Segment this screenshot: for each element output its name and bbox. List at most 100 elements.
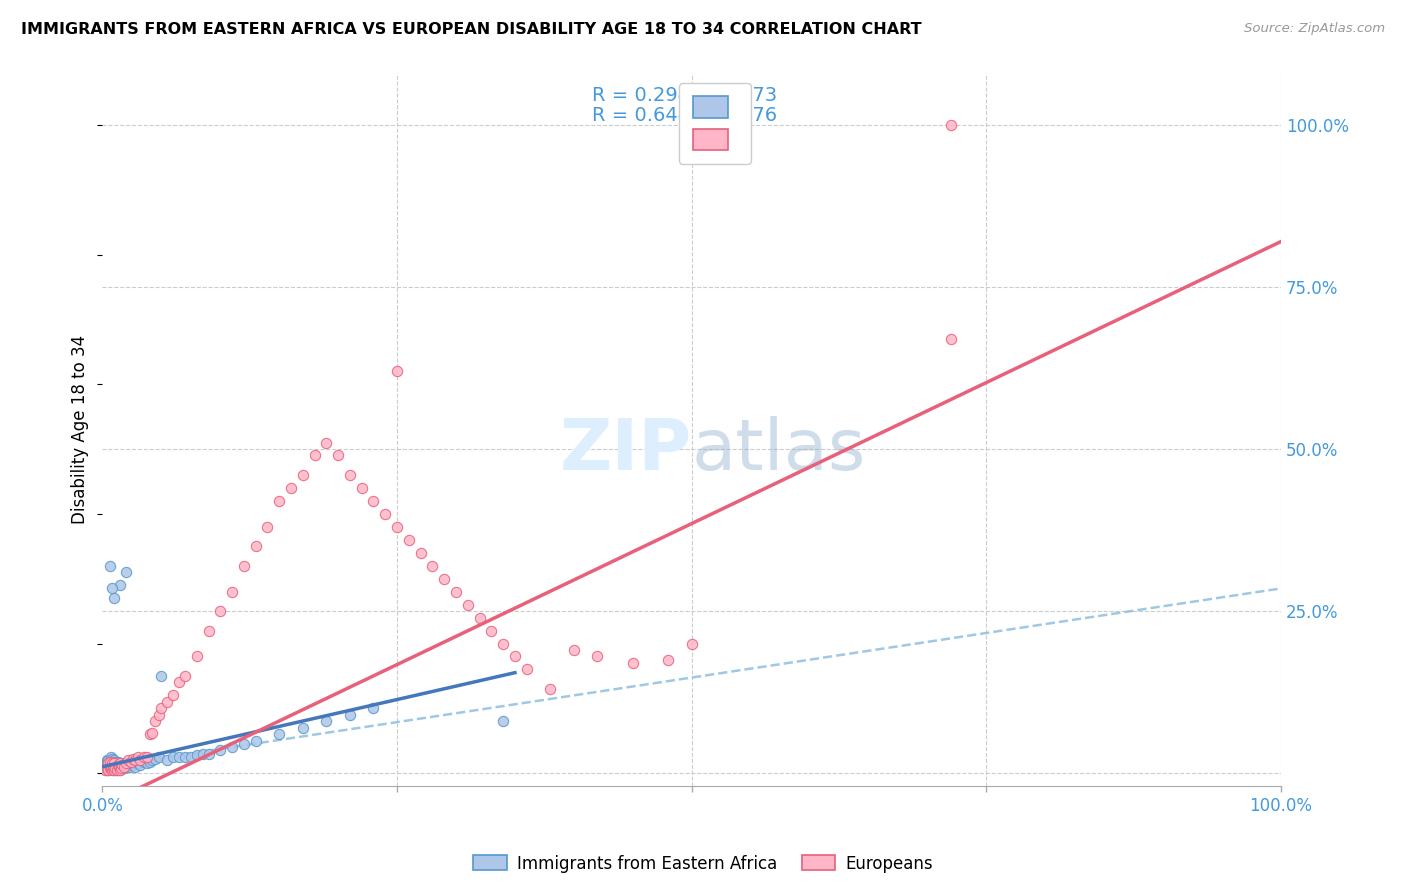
Point [104, 761, 127, 775]
Point [103, 758, 125, 772]
Point [117, 753, 139, 767]
Point [280, 481, 302, 495]
Point [94, 763, 117, 777]
Point [422, 558, 444, 573]
Point [245, 733, 267, 747]
Point [101, 752, 124, 766]
Point [103, 753, 125, 767]
Point [110, 761, 132, 775]
Point [174, 669, 197, 683]
Point [167, 675, 190, 690]
Point [291, 721, 314, 735]
Point [385, 520, 408, 534]
Point [108, 578, 131, 592]
Point [339, 707, 361, 722]
Point [148, 750, 170, 764]
Point [939, 118, 962, 132]
Point [103, 591, 125, 606]
Point [101, 761, 124, 775]
Point [232, 558, 254, 573]
Point [209, 743, 232, 757]
Point [156, 753, 179, 767]
Point [98, 761, 121, 775]
Point [221, 740, 243, 755]
Point [103, 763, 125, 777]
Point [145, 752, 167, 766]
Text: IMMIGRANTS FROM EASTERN AFRICA VS EUROPEAN DISABILITY AGE 18 TO 34 CORRELATION C: IMMIGRANTS FROM EASTERN AFRICA VS EUROPE… [21, 22, 922, 37]
Point [136, 756, 159, 771]
Point [96, 753, 118, 767]
Point [108, 763, 131, 777]
Point [232, 737, 254, 751]
Point [209, 604, 232, 618]
Point [145, 714, 167, 729]
Point [103, 763, 125, 777]
Point [115, 565, 138, 579]
Point [141, 753, 163, 767]
Point [269, 727, 291, 741]
Point [621, 656, 644, 670]
Point [108, 756, 131, 771]
Point [112, 760, 135, 774]
Point [97, 756, 120, 771]
Point [94, 761, 117, 775]
Point [492, 714, 515, 729]
Point [503, 649, 526, 664]
Point [245, 539, 267, 553]
Point [374, 507, 396, 521]
Point [101, 582, 124, 596]
Point [97, 763, 120, 777]
Point [291, 467, 314, 482]
Point [350, 481, 373, 495]
Point [100, 750, 122, 764]
Point [150, 669, 173, 683]
Point [97, 758, 120, 772]
Point [457, 598, 479, 612]
Point [101, 756, 124, 771]
Point [94, 756, 117, 771]
Point [101, 761, 124, 775]
Point [124, 753, 146, 767]
Point [197, 624, 219, 638]
Point [101, 760, 124, 774]
Point [221, 584, 243, 599]
Y-axis label: Disability Age 18 to 34: Disability Age 18 to 34 [72, 335, 89, 524]
Point [132, 755, 155, 769]
Point [167, 750, 190, 764]
Point [115, 758, 138, 772]
Point [136, 750, 159, 764]
Point [96, 760, 118, 774]
Point [115, 760, 138, 774]
Point [122, 752, 145, 766]
Point [101, 755, 124, 769]
Point [112, 761, 135, 775]
Point [104, 755, 127, 769]
Point [124, 760, 146, 774]
Point [269, 494, 291, 508]
Point [100, 761, 122, 775]
Point [103, 756, 125, 771]
Point [100, 760, 122, 774]
Point [129, 758, 152, 772]
Point [96, 760, 118, 774]
Point [98, 756, 121, 771]
Point [108, 760, 131, 774]
Point [105, 763, 128, 777]
Point [120, 755, 142, 769]
Point [111, 758, 134, 772]
Point [156, 695, 179, 709]
Text: R = 0.294   N = 73: R = 0.294 N = 73 [592, 87, 776, 105]
Point [111, 758, 134, 772]
Point [98, 755, 121, 769]
Point [398, 533, 420, 547]
Point [586, 649, 609, 664]
Point [94, 760, 117, 774]
Point [129, 753, 152, 767]
Point [174, 750, 197, 764]
Text: atlas: atlas [692, 417, 866, 485]
Point [363, 494, 385, 508]
Point [562, 643, 585, 657]
Point [657, 653, 679, 667]
Point [197, 747, 219, 761]
Point [114, 756, 136, 771]
